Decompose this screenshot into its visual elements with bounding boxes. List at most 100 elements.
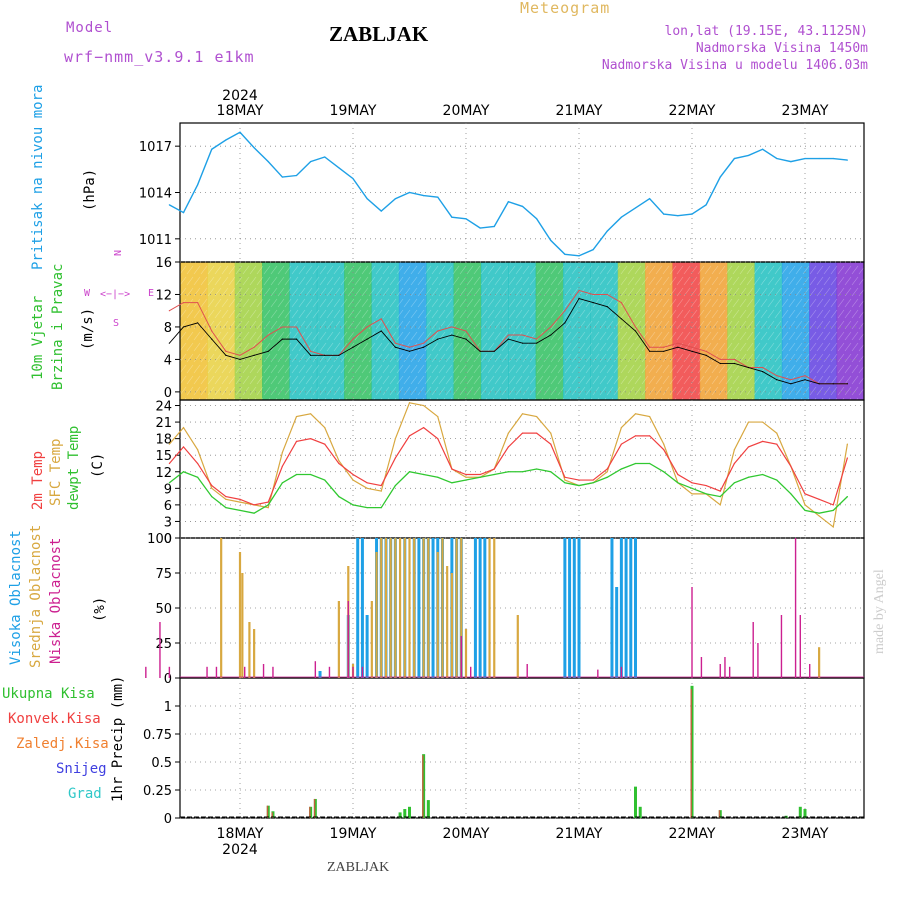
wind-barb bbox=[501, 309, 509, 319]
wind-barb bbox=[452, 353, 460, 363]
wind-barb bbox=[410, 331, 418, 341]
cloud-bar bbox=[478, 538, 482, 678]
wind-barb bbox=[256, 331, 264, 341]
sfc-temp-line-point bbox=[634, 413, 637, 415]
wind-barb bbox=[473, 375, 481, 385]
wind-barb bbox=[662, 397, 670, 407]
wind-barb bbox=[788, 320, 796, 330]
wind-barb bbox=[326, 364, 334, 374]
sfc-temp-line-point bbox=[437, 415, 439, 418]
wind-field-strip bbox=[426, 262, 455, 400]
cloud-bar bbox=[422, 538, 425, 678]
wind-barb bbox=[354, 298, 362, 308]
panel-frame bbox=[179, 677, 865, 819]
wind-barb bbox=[179, 342, 187, 352]
wind-barb bbox=[641, 320, 649, 330]
wind-barb bbox=[844, 375, 852, 385]
wind-barb bbox=[648, 331, 656, 341]
wind-barb bbox=[802, 342, 810, 352]
wind-barb bbox=[431, 320, 439, 330]
wind-barb bbox=[452, 287, 460, 297]
wind-barb bbox=[781, 287, 789, 297]
wind-barb bbox=[221, 342, 229, 352]
wind-barb bbox=[711, 353, 719, 363]
dewpt-line-point bbox=[281, 482, 283, 484]
wind-barb bbox=[326, 397, 334, 407]
wind-speed-line-point bbox=[719, 362, 721, 365]
wind-barb bbox=[501, 298, 509, 308]
wind-gust-line-point bbox=[578, 289, 580, 292]
wind-barb bbox=[613, 342, 621, 352]
wind-barb bbox=[207, 386, 215, 396]
wind-barb bbox=[508, 265, 516, 275]
wind-barb bbox=[480, 353, 488, 363]
wind-barb bbox=[774, 386, 782, 396]
wind-barb bbox=[844, 342, 852, 352]
wind-gust-line-point bbox=[564, 310, 566, 312]
wind-barb bbox=[284, 276, 292, 286]
wind-barb bbox=[228, 353, 236, 363]
wind-barb bbox=[711, 386, 719, 396]
day-label-bottom: 21MAY bbox=[556, 826, 603, 842]
wind-barb bbox=[669, 331, 677, 341]
sfc-temp-line-point bbox=[776, 432, 778, 434]
sfc-temp-line-point bbox=[733, 449, 735, 451]
wind-barb bbox=[340, 375, 348, 385]
pressure-line-point bbox=[634, 207, 637, 209]
pressure-line-point bbox=[366, 198, 368, 200]
wind-barb bbox=[438, 309, 446, 319]
footer-label: ZABLJAK bbox=[327, 860, 390, 875]
wind-barb bbox=[606, 331, 614, 341]
wind-barb bbox=[613, 276, 621, 286]
wind-barb bbox=[375, 386, 383, 396]
wind-barb bbox=[319, 386, 327, 396]
wind-barb bbox=[676, 320, 684, 330]
wind-barb bbox=[585, 265, 593, 275]
wind-speed-line-point bbox=[762, 370, 764, 373]
t2m-line-point bbox=[168, 462, 170, 465]
wind-barb bbox=[284, 397, 292, 407]
wind-barb bbox=[263, 320, 271, 330]
cloud-bar bbox=[473, 538, 477, 678]
wind-barb bbox=[816, 342, 824, 352]
wind-barb bbox=[473, 331, 481, 341]
wind-barb bbox=[704, 276, 712, 286]
wind-barb bbox=[382, 276, 390, 286]
wind-barb bbox=[627, 397, 635, 407]
wind-barb bbox=[683, 386, 691, 396]
wind-barb bbox=[508, 353, 516, 363]
wind-barb bbox=[676, 276, 684, 286]
wind-barb bbox=[781, 353, 789, 363]
wind-barb bbox=[753, 276, 761, 286]
wind-barb bbox=[487, 276, 495, 286]
wind-barb bbox=[690, 342, 698, 352]
wind-barb bbox=[627, 331, 635, 341]
wind-barb bbox=[830, 364, 838, 374]
wind-barb bbox=[375, 353, 383, 363]
wind-barb bbox=[480, 309, 488, 319]
wind-field-strip bbox=[289, 262, 318, 400]
pressure-line-point bbox=[536, 218, 538, 220]
dewpt-line-point bbox=[790, 493, 792, 495]
wind-speed-line-point bbox=[663, 350, 665, 352]
wind-barb bbox=[410, 320, 418, 330]
precip-bar bbox=[798, 806, 802, 818]
wind-barb bbox=[207, 364, 215, 374]
pressure-line-point bbox=[197, 184, 199, 186]
wind-barb bbox=[277, 276, 285, 286]
wind-field-strip bbox=[617, 262, 646, 400]
cloud-bar bbox=[244, 666, 246, 678]
precip-bar bbox=[309, 806, 311, 818]
wind-barb bbox=[578, 386, 586, 396]
t2m-line-point bbox=[310, 438, 312, 440]
wind-barb bbox=[781, 386, 789, 396]
wind-barb bbox=[389, 320, 397, 330]
wind-barb bbox=[375, 276, 383, 286]
precip-bar bbox=[422, 755, 424, 818]
wind-barb bbox=[319, 320, 327, 330]
y-tick-label: 4 bbox=[164, 353, 172, 368]
pressure-line-point bbox=[408, 191, 411, 194]
cloud-bar bbox=[691, 587, 693, 678]
wind-barb bbox=[354, 364, 362, 374]
wind-barb bbox=[732, 287, 740, 297]
